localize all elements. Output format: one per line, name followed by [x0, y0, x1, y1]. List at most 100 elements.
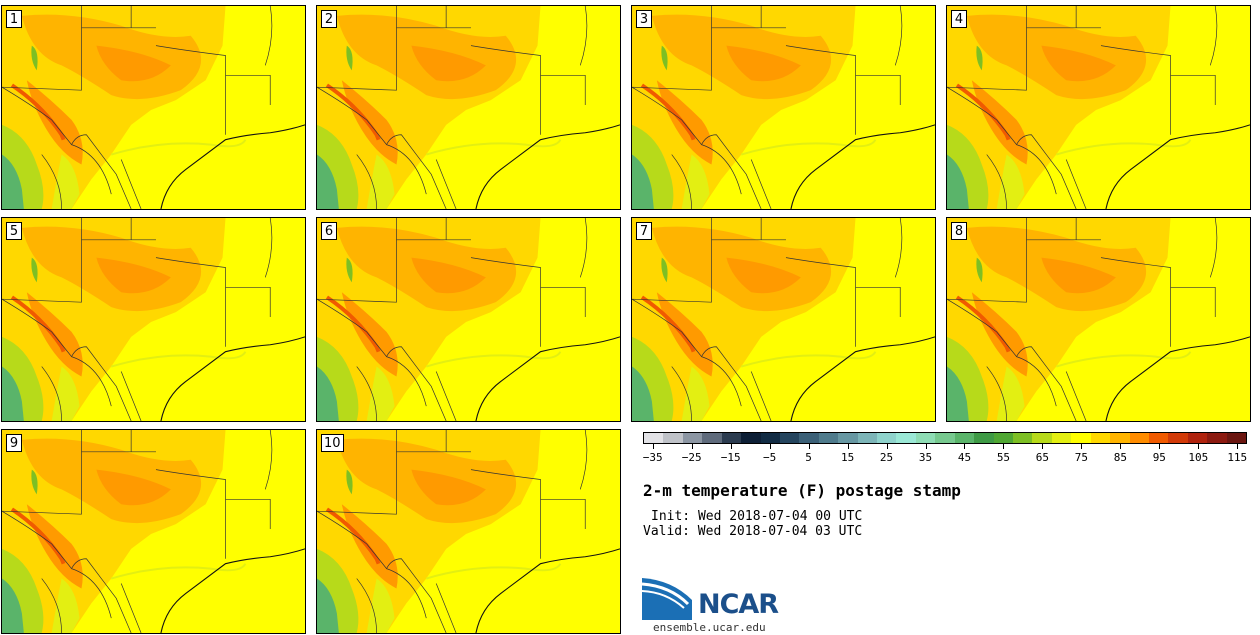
colorbar-tick-label: 5 [805, 451, 812, 464]
colorbar-tick-label: 95 [1152, 451, 1166, 464]
colorbar-tick [1237, 444, 1239, 449]
member-panel: 2 [316, 5, 621, 210]
colorbar-swatch [1051, 433, 1072, 443]
colorbar-tick-labels: −35 −25 −15 −5 5 15 25 35 45 55 65 75 85 95 105 115 [643, 444, 1247, 466]
member-label: 1 [6, 10, 22, 28]
colorbar-tick [1081, 444, 1083, 449]
member-label: 9 [6, 434, 22, 452]
temperature-map [632, 6, 935, 209]
member-label: 7 [636, 222, 652, 240]
colorbar-swatch [877, 433, 897, 443]
temperature-map [2, 218, 305, 421]
ensemble-url: ensemble.ucar.edu [653, 621, 766, 634]
colorbar-swatch [838, 433, 858, 443]
member-label: 6 [321, 222, 337, 240]
colorbar-tick [1159, 444, 1161, 449]
colorbar-swatch [935, 433, 955, 443]
colorbar-tick-label: 45 [957, 451, 972, 464]
colorbar-tick-label: 85 [1113, 451, 1127, 464]
colorbar-swatch [1148, 433, 1169, 443]
colorbar-tick-label: −35 [642, 451, 663, 464]
member-panel: 6 [316, 217, 621, 422]
member-panel: 1 [1, 5, 306, 210]
init-time: Init: Wed 2018-07-04 00 UTC [651, 509, 863, 524]
temperature-map [317, 6, 620, 209]
temperature-map [2, 6, 305, 209]
colorbar-swatch [1110, 433, 1130, 443]
colorbar-tick-label: −25 [681, 451, 702, 464]
colorbar-tick [808, 444, 810, 449]
colorbar-tick [1003, 444, 1005, 449]
temperature-colorbar [643, 432, 1247, 444]
colorbar-tick-label: 55 [996, 451, 1011, 464]
colorbar-swatch [760, 433, 780, 443]
colorbar-swatch [644, 433, 664, 443]
member-label: 5 [6, 222, 22, 240]
colorbar-swatch [1207, 433, 1227, 443]
colorbar-tick [769, 444, 771, 449]
colorbar-swatch [896, 433, 916, 443]
colorbar-tick-label: 115 [1227, 451, 1248, 464]
ncar-logo-icon [642, 578, 692, 620]
colorbar-tick [964, 444, 966, 449]
colorbar-swatch [1187, 433, 1208, 443]
temperature-map [317, 218, 620, 421]
member-label: 8 [951, 222, 967, 240]
colorbar-swatch [857, 433, 878, 443]
colorbar-tick-label: 75 [1074, 451, 1088, 464]
valid-time: Valid: Wed 2018-07-04 03 UTC [643, 524, 863, 539]
colorbar-swatch [1129, 433, 1149, 443]
member-panel: 5 [1, 217, 306, 422]
colorbar-swatch [721, 433, 742, 443]
colorbar-tick-label: 105 [1188, 451, 1209, 464]
colorbar-tick [925, 444, 927, 449]
temperature-map [632, 218, 935, 421]
colorbar-tick-label: 65 [1035, 451, 1050, 464]
temperature-map [947, 6, 1250, 209]
temperature-map [317, 430, 620, 633]
colorbar-swatch [954, 433, 975, 443]
colorbar-tick [652, 444, 654, 449]
colorbar-swatch [974, 433, 994, 443]
member-panel: 3 [631, 5, 936, 210]
colorbar-tick [1120, 444, 1122, 449]
colorbar-tick [730, 444, 732, 449]
colorbar-tick-label: −5 [763, 451, 777, 464]
colorbar-swatch [818, 433, 839, 443]
colorbar-swatch [1032, 433, 1052, 443]
colorbar-swatch [915, 433, 936, 443]
colorbar-swatch [702, 433, 722, 443]
temperature-map [2, 430, 305, 633]
member-panel: 4 [946, 5, 1251, 210]
member-label: 4 [951, 10, 967, 28]
colorbar-swatch [779, 433, 800, 443]
colorbar-swatch [993, 433, 1014, 443]
colorbar-tick [1042, 444, 1044, 449]
colorbar-tick [886, 444, 888, 449]
colorbar-tick-label: 25 [879, 451, 894, 464]
colorbar-tick-label: 35 [918, 451, 933, 464]
member-panel: 8 [946, 217, 1251, 422]
colorbar-swatch [1090, 433, 1111, 443]
colorbar-tick-label: 15 [840, 451, 855, 464]
member-label: 2 [321, 10, 337, 28]
member-label: 3 [636, 10, 652, 28]
member-panel: 10 [316, 429, 621, 634]
member-label: 10 [321, 434, 344, 452]
colorbar-tick-label: −15 [720, 451, 741, 464]
colorbar-tick [691, 444, 693, 449]
member-panel: 9 [1, 429, 306, 634]
ncar-logo-text: NCAR [698, 589, 779, 620]
member-panel: 7 [631, 217, 936, 422]
colorbar-swatch [682, 433, 703, 443]
colorbar-tick [847, 444, 849, 449]
colorbar-swatch [1226, 433, 1247, 443]
colorbar-swatch [1071, 433, 1091, 443]
colorbar-swatch [741, 433, 761, 443]
colorbar-swatch [799, 433, 819, 443]
colorbar-swatch [1168, 433, 1188, 443]
colorbar-swatch [1013, 433, 1033, 443]
colorbar-tick [1198, 444, 1200, 449]
colorbar-swatch [663, 433, 683, 443]
figure-title: 2-m temperature (F) postage stamp [643, 481, 961, 500]
